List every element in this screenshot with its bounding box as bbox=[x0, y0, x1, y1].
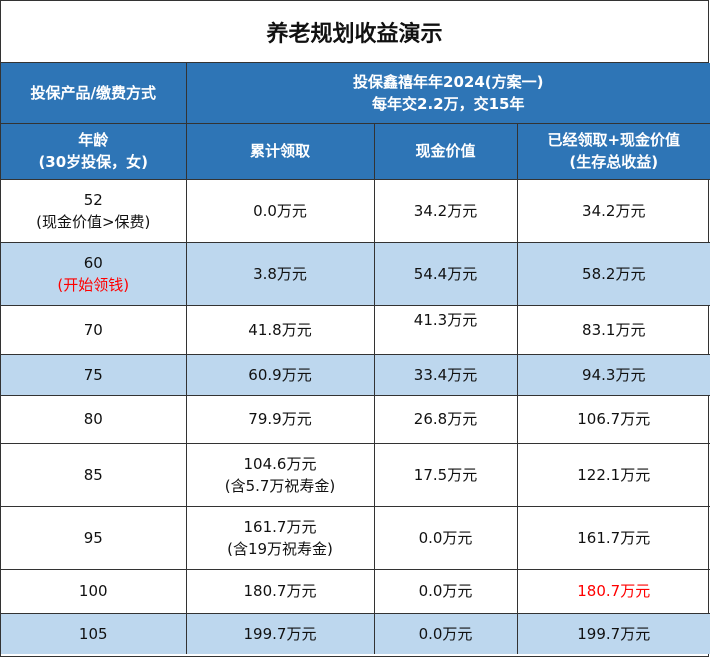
cash-value-cell: 54.4万元 bbox=[373, 241, 518, 306]
age-value: 60 bbox=[83, 253, 103, 272]
total-cell: 106.7万元 bbox=[516, 394, 710, 444]
cash-value-header: 现金价值 bbox=[373, 122, 518, 180]
age-cell: 75 bbox=[1, 353, 187, 396]
cumulative-cell: 79.9万元 bbox=[185, 394, 375, 444]
product-name: 投保鑫禧年年2024(方案一) bbox=[353, 72, 544, 91]
age-cell: 80 bbox=[1, 394, 187, 444]
cash-value-cell: 41.3万元 bbox=[373, 304, 518, 355]
header-row-product: 投保产品/缴费方式 投保鑫禧年年2024(方案一) 每年交2.2万，交15年 bbox=[1, 63, 710, 124]
cash-value-cell: 0.0万元 bbox=[373, 568, 518, 614]
cash-value-cell: 33.4万元 bbox=[373, 353, 518, 396]
table-row: 52 (现金价值>保费) 0.0万元 34.2万元 34.2万元 bbox=[1, 178, 710, 243]
cumulative-note: (含5.7万祝寿金) bbox=[224, 476, 336, 495]
age-note-highlight: (开始领钱) bbox=[57, 275, 130, 294]
total-cell: 58.2万元 bbox=[516, 241, 710, 306]
total-cell-highlight: 180.7万元 bbox=[516, 568, 710, 614]
total-sub-label: (生存总收益) bbox=[569, 153, 659, 171]
age-cell: 95 bbox=[1, 505, 187, 570]
age-label: 年龄 bbox=[78, 131, 109, 149]
age-cell: 85 bbox=[1, 442, 187, 507]
cumulative-note: (含19万祝寿金) bbox=[227, 539, 333, 558]
total-cell: 161.7万元 bbox=[516, 505, 710, 570]
cumulative-cell: 60.9万元 bbox=[185, 353, 375, 396]
cumulative-cell: 104.6万元 (含5.7万祝寿金) bbox=[185, 442, 375, 507]
total-cell: 122.1万元 bbox=[516, 442, 710, 507]
table-row: 85 104.6万元 (含5.7万祝寿金) 17.5万元 122.1万元 bbox=[1, 442, 710, 507]
table-row: 70 41.8万元 41.3万元 83.1万元 bbox=[1, 304, 710, 355]
total-header: 已经领取+现金价值 (生存总收益) bbox=[516, 122, 710, 180]
cash-value-cell: 0.0万元 bbox=[373, 505, 518, 570]
age-sub-label: (30岁投保，女) bbox=[38, 153, 149, 171]
cumulative-value: 104.6万元 bbox=[243, 454, 317, 473]
page-title: 养老规划收益演示 bbox=[1, 1, 708, 63]
age-note: (现金价值>保费) bbox=[36, 212, 151, 231]
cumulative-cell: 0.0万元 bbox=[185, 178, 375, 243]
table-row: 100 180.7万元 0.0万元 180.7万元 bbox=[1, 568, 710, 614]
table-row: 105 199.7万元 0.0万元 199.7万元 bbox=[1, 612, 710, 654]
total-cell: 83.1万元 bbox=[516, 304, 710, 355]
table-row: 60 (开始领钱) 3.8万元 54.4万元 58.2万元 bbox=[1, 241, 710, 306]
product-label: 投保产品/缴费方式 bbox=[1, 63, 187, 124]
age-cell: 52 (现金价值>保费) bbox=[1, 178, 187, 243]
benefit-table: 投保产品/缴费方式 投保鑫禧年年2024(方案一) 每年交2.2万，交15年 年… bbox=[1, 63, 710, 654]
table-row: 95 161.7万元 (含19万祝寿金) 0.0万元 161.7万元 bbox=[1, 505, 710, 570]
age-value: 52 bbox=[83, 190, 103, 209]
total-cell: 34.2万元 bbox=[516, 178, 710, 243]
age-cell: 105 bbox=[1, 612, 187, 654]
cumulative-cell: 161.7万元 (含19万祝寿金) bbox=[185, 505, 375, 570]
age-header: 年龄 (30岁投保，女) bbox=[1, 122, 187, 180]
cumulative-cell: 3.8万元 bbox=[185, 241, 375, 306]
total-cell: 199.7万元 bbox=[516, 612, 710, 654]
age-cell: 70 bbox=[1, 304, 187, 355]
total-label: 已经领取+现金价值 bbox=[547, 131, 681, 149]
cash-value-cell: 26.8万元 bbox=[373, 394, 518, 444]
cumulative-cell: 199.7万元 bbox=[185, 612, 375, 654]
cumulative-header: 累计领取 bbox=[185, 122, 375, 180]
total-cell: 94.3万元 bbox=[516, 353, 710, 396]
cash-value-cell: 0.0万元 bbox=[373, 612, 518, 654]
cumulative-cell: 180.7万元 bbox=[185, 568, 375, 614]
header-row-columns: 年龄 (30岁投保，女) 累计领取 现金价值 已经领取+现金价值 (生存总收益) bbox=[1, 122, 710, 180]
payment-method: 每年交2.2万，交15年 bbox=[372, 94, 525, 113]
cumulative-value: 161.7万元 bbox=[243, 517, 317, 536]
cumulative-cell: 41.8万元 bbox=[185, 304, 375, 355]
cash-value-cell: 34.2万元 bbox=[373, 178, 518, 243]
table-row: 75 60.9万元 33.4万元 94.3万元 bbox=[1, 353, 710, 396]
age-cell: 100 bbox=[1, 568, 187, 614]
age-cell: 60 (开始领钱) bbox=[1, 241, 187, 306]
cash-value-cell: 17.5万元 bbox=[373, 442, 518, 507]
product-cell: 投保鑫禧年年2024(方案一) 每年交2.2万，交15年 bbox=[185, 63, 710, 124]
table-row: 80 79.9万元 26.8万元 106.7万元 bbox=[1, 394, 710, 444]
